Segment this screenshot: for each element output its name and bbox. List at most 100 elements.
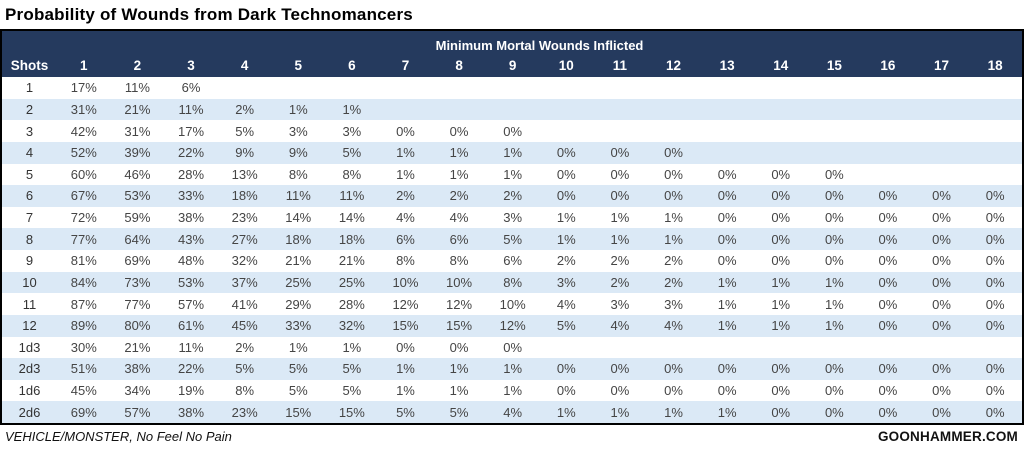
table-cell: 1%	[449, 383, 469, 399]
table-cell: 29%	[285, 296, 312, 312]
table-cell: 0%	[664, 188, 683, 204]
table-cell: 0%	[771, 383, 791, 399]
table-cell: 0%	[824, 404, 844, 420]
table-cell: 1%	[771, 274, 791, 290]
row-label: 6	[25, 188, 34, 204]
table-cell	[700, 120, 754, 142]
table-cell: 1%	[771, 318, 791, 334]
table-cell: 10%	[499, 296, 526, 312]
table-cell: 2%	[610, 253, 630, 269]
table-cell: 0%	[878, 383, 898, 399]
table-cell: 31%	[124, 123, 151, 139]
table-row: 4 52% 39% 22% 9% 9% 5% 1% 1% 1% 0% 0% 0%	[2, 141, 1022, 164]
table-cell: 1%	[664, 210, 683, 226]
table-cell: 0%	[824, 210, 844, 226]
table-cell	[915, 120, 969, 142]
table-cell: 37%	[231, 274, 258, 290]
row-label: 2	[25, 101, 34, 117]
table-cell: 84%	[70, 274, 97, 290]
table-cell: 10%	[392, 274, 419, 290]
table-cell: 0%	[878, 188, 898, 204]
table-row: 8 77% 64% 43% 27% 18% 18% 6% 6% 5% 1% 1% 1% 0% 0% 0% 0% 0…	[2, 228, 1022, 250]
table-cell	[915, 164, 969, 186]
table-cell	[647, 99, 701, 121]
table-cell: 0%	[824, 383, 844, 399]
table-cell	[700, 337, 754, 359]
table-cell: 60%	[70, 166, 97, 182]
table-cell: 0%	[771, 166, 791, 182]
table-cell: 0%	[610, 361, 630, 377]
table-cell: 0%	[771, 188, 791, 204]
table-cell: 8%	[503, 274, 523, 290]
table-cell: 0%	[717, 166, 737, 182]
table-cell: 0%	[878, 404, 898, 420]
table-cell	[379, 77, 433, 99]
table-cell: 1%	[824, 274, 844, 290]
table-cell: 39%	[124, 145, 151, 161]
table-cell: 38%	[124, 361, 151, 377]
column-header: 11	[612, 58, 628, 73]
table-cell: 0%	[985, 188, 1005, 204]
table-cell: 0%	[771, 231, 791, 247]
table-cell: 23%	[231, 404, 258, 420]
column-header: 5	[294, 58, 302, 73]
row-label: 7	[25, 210, 34, 226]
column-header: 6	[348, 58, 356, 73]
table-cell	[647, 77, 701, 99]
table-cell: 0%	[396, 123, 415, 139]
table-cell	[486, 99, 540, 121]
table-cell	[915, 337, 969, 359]
table-cell	[968, 142, 1022, 164]
table-cell: 6%	[449, 231, 469, 247]
table-cell: 2%	[556, 253, 576, 269]
column-header: 2	[133, 58, 142, 73]
table-cell: 1%	[396, 145, 415, 161]
table-cell	[861, 99, 915, 121]
table-cell	[808, 337, 862, 359]
table-cell: 8%	[288, 166, 308, 182]
table-cell	[539, 99, 593, 121]
table-cell: 22%	[178, 361, 205, 377]
table-cell: 48%	[178, 253, 205, 269]
table-cell: 2%	[610, 274, 630, 290]
table-cell	[647, 120, 701, 142]
table-row: 10 84% 73% 53% 37% 25% 25% 10% 10% 8% 3% 2% 2% 1% 1% 1%…	[2, 271, 1022, 294]
table-cell: 0%	[556, 188, 576, 204]
table-cell: 33%	[285, 318, 312, 334]
table-cell: 11%	[124, 80, 150, 96]
table-cell: 0%	[932, 318, 951, 334]
table-cell: 0%	[717, 253, 737, 269]
table-cell: 1%	[396, 383, 415, 399]
row-label: 2d3	[18, 361, 41, 377]
table-cell: 8%	[396, 253, 415, 269]
table-cell	[432, 77, 486, 99]
table-cell: 53%	[124, 188, 151, 204]
column-header: 18	[987, 58, 1003, 73]
table-cell: 13%	[231, 166, 258, 182]
table-cell: 0%	[610, 166, 630, 182]
table-cell: 3%	[342, 123, 362, 139]
table-cell: 72%	[70, 210, 97, 226]
table-cell: 12%	[499, 318, 526, 334]
table-cell: 0%	[610, 383, 630, 399]
table-cell: 81%	[70, 253, 97, 269]
table-cell: 1%	[771, 296, 791, 312]
table-cell: 0%	[717, 210, 737, 226]
row-label: 12	[22, 318, 37, 334]
table-cell: 6%	[396, 231, 415, 247]
table-cell: 1%	[824, 296, 844, 312]
table-cell: 0%	[878, 361, 898, 377]
table-cell: 11%	[178, 101, 204, 117]
table-cell: 53%	[178, 274, 205, 290]
row-label: 11	[22, 296, 37, 312]
table-cell: 21%	[338, 253, 365, 269]
table-cell: 73%	[124, 274, 151, 290]
table-cell: 17%	[70, 80, 97, 96]
table-cell: 1%	[449, 361, 469, 377]
table-cell: 38%	[178, 210, 205, 226]
table-cell: 33%	[178, 188, 205, 204]
table-cell	[968, 164, 1022, 186]
table-cell	[271, 77, 325, 99]
column-header: 13	[719, 58, 735, 73]
table-cell: 1%	[717, 404, 737, 420]
